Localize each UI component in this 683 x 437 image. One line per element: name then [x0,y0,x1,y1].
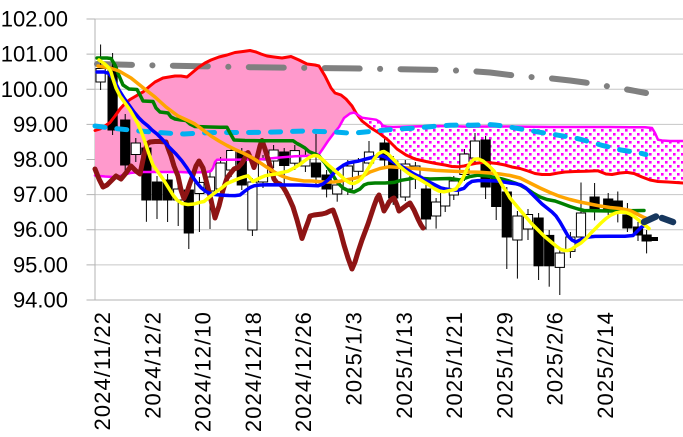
svg-text:2025/1/29: 2025/1/29 [492,311,517,419]
svg-text:94.00: 94.00 [13,288,68,313]
svg-text:2025/2/14: 2025/2/14 [593,311,618,419]
svg-text:2025/1/3: 2025/1/3 [342,311,367,405]
svg-text:98.00: 98.00 [13,147,68,172]
svg-text:101.00: 101.00 [1,42,68,67]
svg-text:2024/12/18: 2024/12/18 [241,311,266,432]
svg-text:2025/2/6: 2025/2/6 [543,311,568,405]
svg-text:97.00: 97.00 [13,182,68,207]
svg-text:2024/12/26: 2024/12/26 [291,311,316,432]
svg-text:100.00: 100.00 [1,77,68,102]
svg-text:2024/12/2: 2024/12/2 [140,311,165,419]
svg-text:2025/1/13: 2025/1/13 [392,311,417,419]
svg-text:2024/11/22: 2024/11/22 [90,311,115,430]
svg-text:95.00: 95.00 [13,252,68,277]
svg-text:2025/1/21: 2025/1/21 [442,311,467,419]
svg-text:2024/12/10: 2024/12/10 [191,311,216,432]
svg-text:102.00: 102.00 [1,7,68,32]
svg-text:96.00: 96.00 [13,217,68,242]
svg-text:99.00: 99.00 [13,112,68,137]
